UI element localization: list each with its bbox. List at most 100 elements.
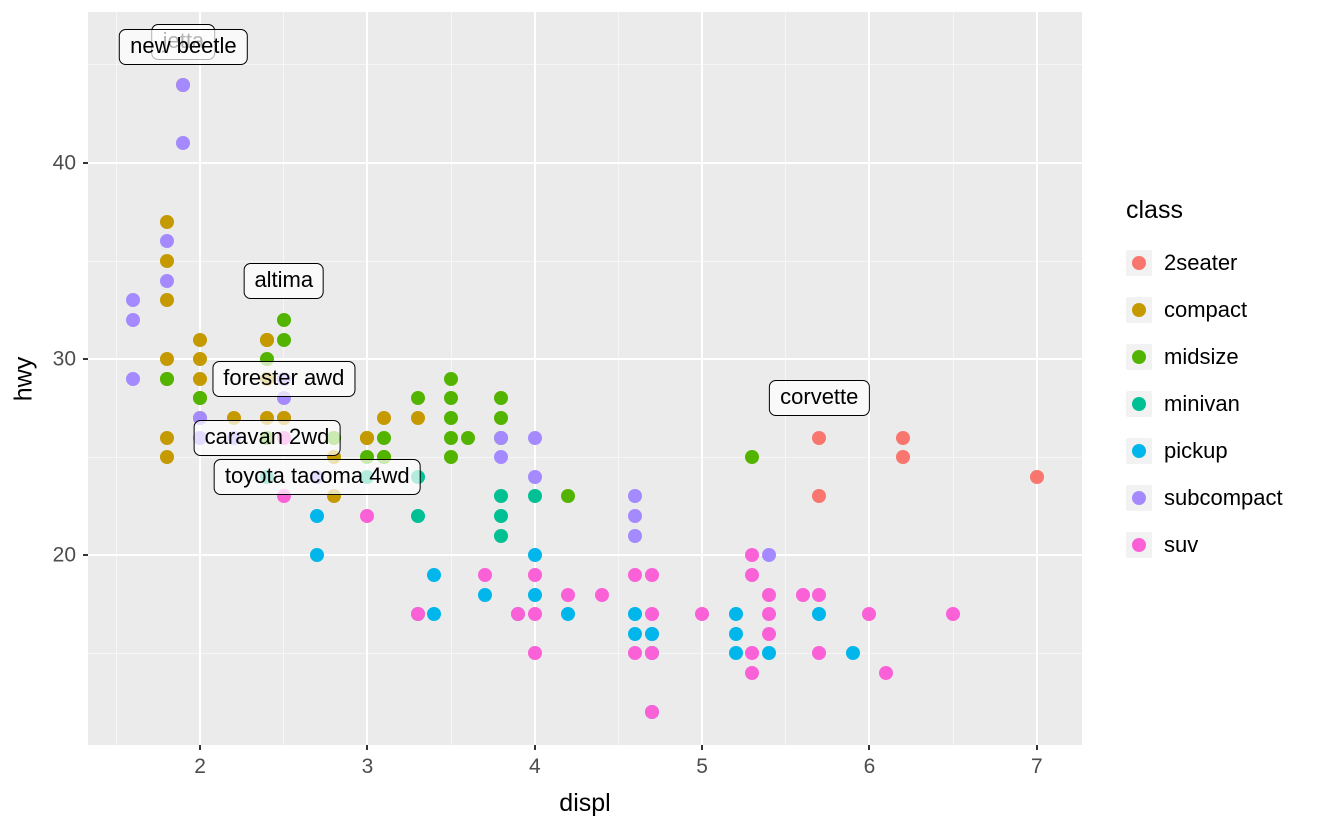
- data-point-subcompact: [176, 77, 191, 92]
- data-point-compact: [159, 430, 174, 445]
- legend-item-suv: suv: [1126, 521, 1283, 568]
- data-point-subcompact: [628, 528, 643, 543]
- annotation-label: altima: [243, 262, 325, 299]
- legend-dot: [1132, 396, 1146, 411]
- data-point-2seater: [895, 450, 910, 465]
- data-point-suv: [862, 607, 877, 622]
- data-point-midsize: [494, 391, 509, 406]
- legend-dot: [1132, 537, 1146, 552]
- data-point-minivan: [494, 489, 509, 504]
- data-point-suv: [644, 567, 659, 582]
- data-point-suv: [879, 666, 894, 680]
- data-point-compact: [159, 450, 174, 465]
- legend-key: [1126, 343, 1152, 370]
- data-point-suv: [360, 509, 375, 524]
- data-point-suv: [477, 567, 492, 582]
- x-minor-gridline: [617, 12, 619, 745]
- legend-title: class: [1126, 196, 1183, 224]
- data-point-subcompact: [126, 312, 141, 327]
- legend-label: 2seater: [1164, 249, 1238, 275]
- x-axis-tick-label: 4: [528, 755, 541, 778]
- data-point-midsize: [444, 411, 459, 426]
- y-axis-title: hwy: [9, 356, 38, 401]
- data-point-suv: [527, 607, 542, 622]
- data-point-2seater: [1029, 469, 1044, 484]
- data-point-suv: [762, 626, 777, 641]
- annotation-label: forester awd: [212, 360, 356, 397]
- x-major-gridline: [1035, 12, 1038, 745]
- legend-label: suv: [1164, 531, 1199, 557]
- data-point-subcompact: [159, 234, 174, 249]
- data-point-pickup: [644, 626, 659, 641]
- y-axis-tick-label: 40: [52, 151, 76, 175]
- data-point-suv: [561, 587, 576, 602]
- x-axis-tick: [868, 745, 871, 750]
- data-point-pickup: [628, 607, 643, 622]
- data-point-minivan: [494, 528, 509, 543]
- data-point-compact: [193, 352, 208, 367]
- legend-dot: [1132, 443, 1146, 458]
- data-point-subcompact: [628, 489, 643, 504]
- legend-dot: [1132, 349, 1146, 364]
- data-point-pickup: [561, 607, 576, 622]
- data-point-compact: [159, 254, 174, 269]
- legend-item-pickup: pickup: [1126, 427, 1283, 474]
- legend-item-minivan: minivan: [1126, 380, 1283, 427]
- data-point-suv: [762, 587, 777, 602]
- legend-label: compact: [1164, 296, 1248, 322]
- data-point-suv: [695, 607, 710, 622]
- data-point-subcompact: [628, 509, 643, 524]
- data-point-pickup: [728, 607, 743, 622]
- x-axis-tick-label: 5: [696, 755, 708, 778]
- data-point-subcompact: [762, 548, 777, 563]
- data-point-pickup: [762, 646, 777, 661]
- legend-item-2seater: 2seater: [1126, 239, 1283, 286]
- data-point-2seater: [812, 489, 827, 504]
- annotation-label: caravan 2wd: [193, 419, 341, 456]
- legend-dot: [1132, 255, 1146, 270]
- data-point-subcompact: [176, 136, 191, 151]
- x-axis-title: displ: [559, 789, 611, 817]
- x-axis-tick-label: 3: [361, 755, 374, 778]
- data-point-pickup: [728, 626, 743, 641]
- data-point-subcompact: [126, 293, 141, 308]
- legend-label: minivan: [1164, 390, 1240, 416]
- data-point-midsize: [159, 371, 174, 386]
- data-point-suv: [527, 567, 542, 582]
- data-point-pickup: [527, 548, 542, 563]
- data-point-suv: [644, 607, 659, 622]
- data-point-pickup: [477, 587, 492, 602]
- data-point-midsize: [460, 430, 475, 445]
- x-axis-tick-label: 2: [194, 755, 206, 778]
- data-point-compact: [193, 371, 208, 386]
- legend-key: [1126, 437, 1152, 464]
- legend-items: 2seater compact midsize minivan pickup subcom…: [1126, 239, 1283, 568]
- data-point-midsize: [444, 371, 459, 386]
- x-axis-tick-label: 7: [1030, 755, 1043, 778]
- legend-dot: [1132, 490, 1146, 505]
- data-point-suv: [745, 666, 760, 680]
- data-point-2seater: [895, 430, 910, 445]
- x-minor-gridline: [952, 12, 954, 745]
- legend-item-midsize: midsize: [1126, 333, 1283, 380]
- data-point-midsize: [444, 391, 459, 406]
- y-axis-tick-label: 30: [52, 347, 76, 371]
- legend-dot: [1132, 302, 1146, 317]
- data-point-minivan: [494, 509, 509, 524]
- data-point-suv: [745, 646, 760, 661]
- y-axis-tick: [83, 162, 88, 165]
- legend-key: [1126, 296, 1152, 323]
- data-point-midsize: [276, 312, 291, 327]
- x-major-gridline: [366, 12, 369, 745]
- data-point-subcompact: [126, 371, 141, 386]
- data-point-pickup: [527, 587, 542, 602]
- data-point-suv: [628, 646, 643, 661]
- y-minor-gridline: [88, 456, 1082, 458]
- annotation-label: new beetle: [119, 29, 248, 66]
- legend: class 2seater compact midsize minivan pickup…: [1126, 196, 1283, 568]
- data-point-subcompact: [527, 469, 542, 484]
- data-point-pickup: [728, 646, 743, 661]
- data-point-pickup: [427, 567, 442, 582]
- data-point-suv: [628, 567, 643, 582]
- legend-key: [1126, 531, 1152, 558]
